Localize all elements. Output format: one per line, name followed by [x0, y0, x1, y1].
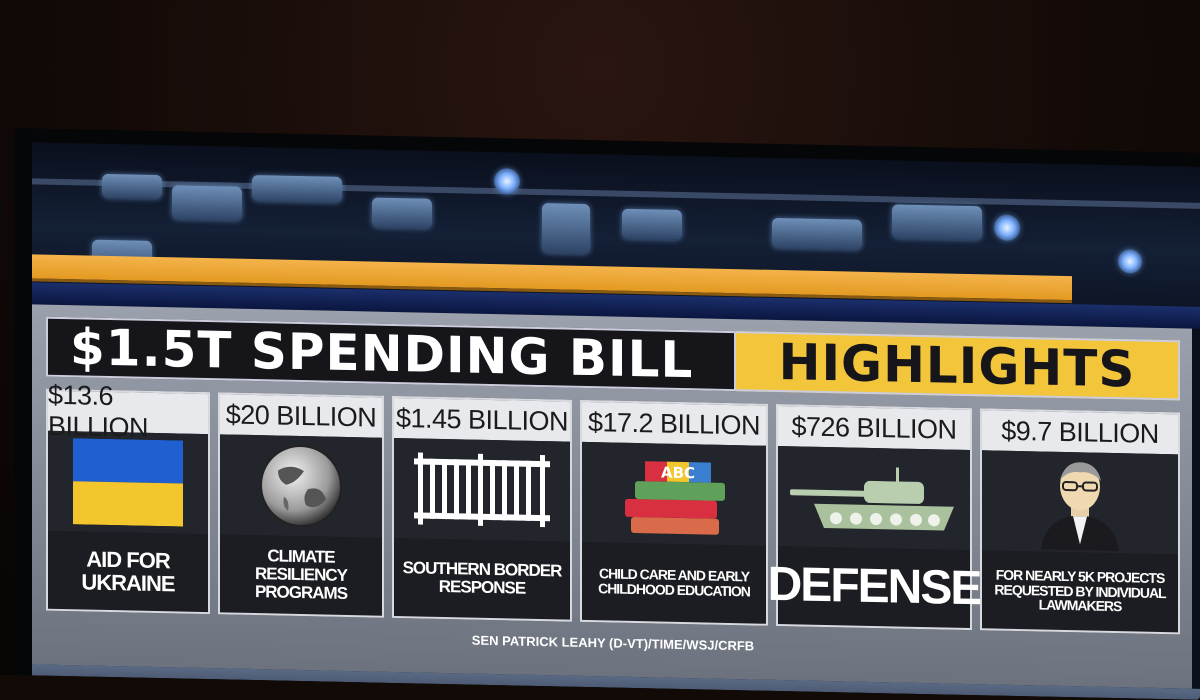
fence-icon	[412, 448, 552, 531]
books-letters: ABC	[661, 464, 695, 483]
card-border: $1.45 BILLION	[392, 396, 572, 622]
studio-light	[892, 204, 982, 240]
card-art	[48, 431, 208, 534]
globe-icon	[256, 440, 346, 532]
card-art	[778, 446, 970, 550]
books-icon: ABC	[619, 447, 729, 541]
card-label: SOUTHERN BORDER RESPONSE	[394, 538, 570, 620]
card-label: AID FOR UKRAINE	[48, 531, 208, 612]
card-art	[394, 438, 570, 542]
graphic-panel: $1.5T SPENDING BILL HIGHLIGHTS $13.6 BIL…	[32, 304, 1192, 688]
ukraine-flag-icon	[73, 438, 183, 526]
card-amount: $13.6 BILLION	[48, 391, 208, 434]
tank-icon	[784, 451, 964, 545]
card-amount: $20 BILLION	[220, 394, 382, 437]
highlight-cards: $13.6 BILLION AID FOR UKRAINE $20 BILLIO…	[46, 389, 1180, 635]
headline-title: $1.5T SPENDING BILL	[46, 317, 736, 391]
studio-light	[252, 175, 342, 203]
card-ukraine: $13.6 BILLION AID FOR UKRAINE	[46, 389, 210, 614]
studio-light	[542, 203, 590, 254]
studio-light	[102, 174, 162, 199]
card-amount: $1.45 BILLION	[394, 398, 570, 442]
card-defense: $726 BILLION DEFEN	[776, 404, 972, 630]
studio-light	[994, 215, 1020, 242]
card-projects: $9.7 BILLION FOR NEARL	[980, 408, 1180, 634]
studio-light	[772, 218, 862, 250]
tv-frame: $1.5T SPENDING BILL HIGHLIGHTS $13.6 BIL…	[14, 128, 1200, 700]
headline-highlight: HIGHLIGHTS	[736, 331, 1180, 400]
card-label: FOR NEARLY 5K PROJECTS REQUESTED BY INDI…	[982, 550, 1178, 632]
card-amount: $9.7 BILLION	[982, 410, 1178, 454]
card-label: CLIMATE RESILIENCY PROGRAMS	[220, 534, 382, 615]
card-climate: $20 BILLION	[218, 392, 384, 617]
card-child-care: $17.2 BILLION ABC CHILD CARE AND EARLY	[580, 400, 768, 626]
card-art: ABC	[582, 442, 766, 546]
card-art	[220, 434, 382, 537]
studio-light	[172, 185, 242, 220]
studio-light	[372, 197, 432, 228]
card-label: CHILD CARE AND EARLY CHILDHOOD EDUCATION	[582, 542, 766, 624]
card-label: DEFENSE	[778, 546, 970, 628]
lawmaker-icon	[1035, 453, 1125, 551]
card-amount: $17.2 BILLION	[582, 402, 766, 446]
card-art	[982, 450, 1178, 554]
studio-light	[622, 209, 682, 240]
tv-screen: $1.5T SPENDING BILL HIGHLIGHTS $13.6 BIL…	[32, 142, 1200, 699]
studio-light	[1118, 249, 1142, 274]
headline-bar: $1.5T SPENDING BILL HIGHLIGHTS	[46, 317, 1180, 401]
card-amount: $726 BILLION	[778, 406, 970, 450]
studio-light	[494, 168, 520, 195]
